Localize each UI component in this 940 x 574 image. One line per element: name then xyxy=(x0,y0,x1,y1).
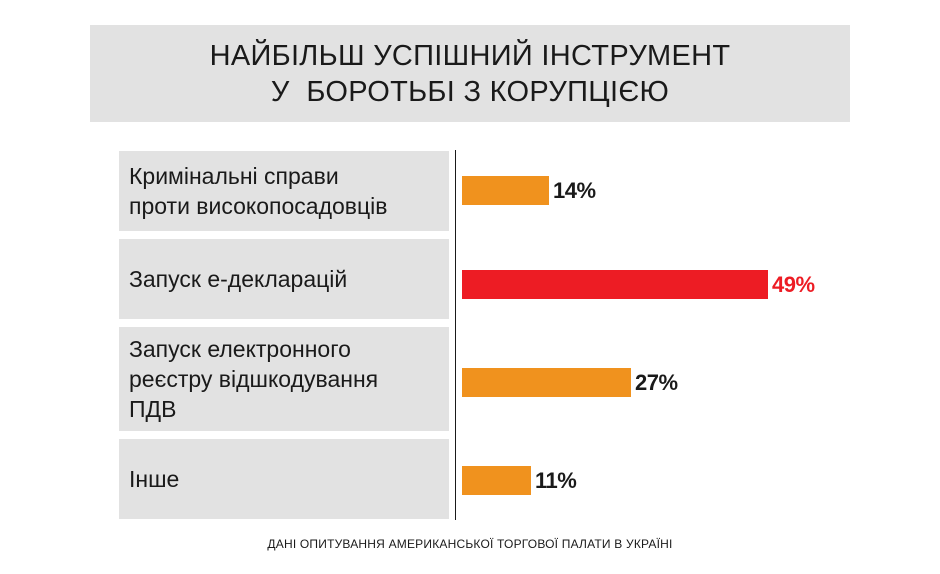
category-label-e-declarations: Запуск е-декларацій xyxy=(129,266,348,292)
chart-title-line-2: У БОРОТЬБІ З КОРУПЦІЄЮ xyxy=(270,75,670,108)
chart-title-line-1: НАЙБІЛЬШ УСПІШНИЙ ІНСТРУМЕНТ xyxy=(209,39,731,72)
value-label-vat-registry: 27% xyxy=(635,370,678,395)
category-label-criminal-cases: Кримінальні справи проти високопосадовці… xyxy=(129,163,388,219)
category-box-other: Інше xyxy=(119,439,449,519)
category-box-e-declarations: Запуск е-декларацій xyxy=(119,239,449,319)
category-label-vat-registry: Запуск електронного реєстру відшкодуванн… xyxy=(129,336,379,422)
category-box-criminal-cases: Кримінальні справи проти високопосадовці… xyxy=(119,151,449,231)
bar-other xyxy=(462,466,531,495)
category-box-vat-registry: Запуск електронного реєстру відшкодуванн… xyxy=(119,327,449,431)
source-note: ДАНІ ОПИТУВАННЯ АМЕРИКАНСЬКОЇ ТОРГОВОЇ П… xyxy=(267,537,673,551)
chart-title: НАЙБІЛЬШ УСПІШНИЙ ІНСТРУМЕНТ У БОРОТЬБІ … xyxy=(90,25,850,122)
bar-e-declarations xyxy=(462,270,768,299)
category-label-other: Інше xyxy=(129,466,180,492)
bar-criminal-cases xyxy=(462,176,549,205)
bar-vat-registry xyxy=(462,368,631,397)
value-label-e-declarations: 49% xyxy=(772,272,815,297)
axis-divider-line xyxy=(455,150,456,520)
value-label-criminal-cases: 14% xyxy=(553,178,596,203)
value-label-other: 11% xyxy=(535,468,577,493)
